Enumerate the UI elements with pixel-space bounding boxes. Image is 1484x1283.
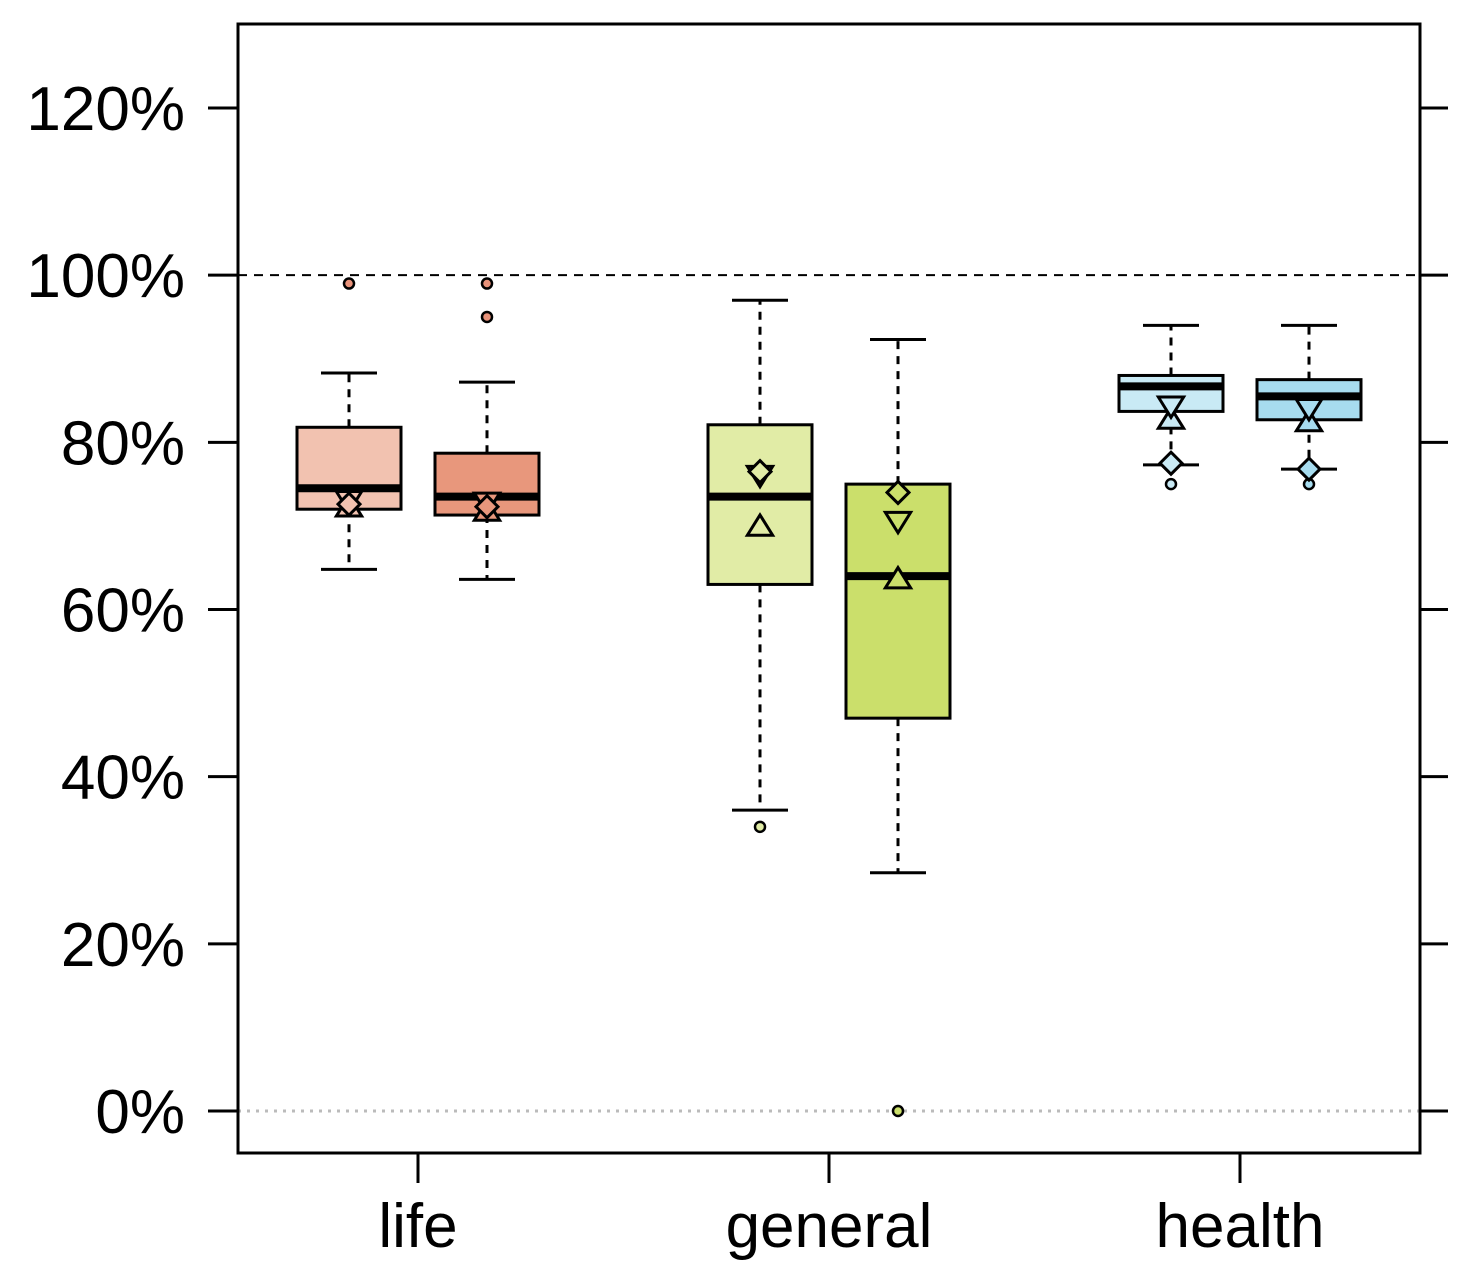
down-triangle-marker [882, 510, 914, 536]
up-triangle-marker [882, 564, 914, 590]
outlier-point [342, 277, 356, 290]
y-tick-label: 60% [61, 577, 185, 646]
box-iqr [706, 423, 814, 586]
y-tick-label: 0% [95, 1078, 185, 1147]
down-triangle-marker [1155, 395, 1187, 421]
outlier-point [480, 277, 494, 290]
box-health-1 [1117, 323, 1225, 491]
diamond-marker [1295, 455, 1323, 483]
y-tick-label: 20% [61, 911, 185, 980]
box-life-1 [295, 277, 403, 571]
box-life-2 [433, 277, 541, 581]
y-tick-label: 120% [26, 75, 185, 144]
diamond-marker [746, 458, 774, 485]
up-triangle-marker [744, 512, 776, 537]
diamond-marker [335, 491, 363, 518]
x-axis: life general health [378, 1153, 1324, 1261]
x-tick-label: general [726, 1192, 933, 1261]
box-health-2 [1255, 323, 1363, 491]
outlier-point [753, 820, 767, 834]
outlier-point [1164, 477, 1178, 491]
outlier-point [891, 1104, 905, 1118]
box-general-2 [844, 338, 952, 1118]
group-general [706, 298, 952, 1118]
diamond-marker [884, 479, 912, 506]
diamond-marker [473, 493, 501, 520]
reference-lines [238, 274, 1420, 1113]
group-life [295, 277, 541, 581]
y-tick-label: 100% [26, 242, 185, 311]
x-tick-label: health [1156, 1192, 1325, 1261]
box-groups [295, 277, 1363, 1118]
y-tick-label: 80% [61, 409, 185, 478]
y-tick-label: 40% [61, 744, 185, 813]
outlier-point [480, 310, 494, 324]
group-health [1117, 323, 1363, 491]
x-tick-label: life [378, 1192, 457, 1261]
diamond-marker [1157, 450, 1185, 477]
y-axis: 0% 20% 40% 60% 80% 100% 120% [26, 75, 1448, 1147]
box-general-1 [706, 298, 814, 834]
down-triangle-marker [1293, 398, 1325, 423]
